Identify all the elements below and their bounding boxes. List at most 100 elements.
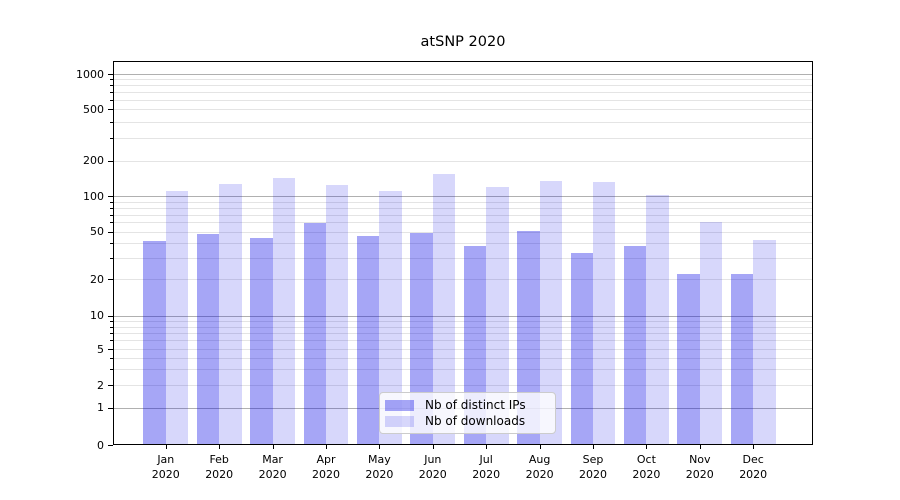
y-minor-tick-mark-40 bbox=[110, 243, 113, 245]
x-tick-label-sep-2020: Sep 2020 bbox=[579, 453, 607, 481]
legend-swatch-distinct-ips-icon bbox=[385, 399, 414, 411]
chart-title: atSNP 2020 bbox=[420, 34, 506, 50]
y-minor-tick-mark-300 bbox=[110, 137, 113, 139]
bar-nb-of-distinct-ips-sep-2020 bbox=[570, 253, 593, 444]
bar-nb-of-distinct-ips-apr-2020 bbox=[303, 223, 326, 444]
y-minor-tick-mark-500 bbox=[110, 109, 113, 111]
bar-nb-of-downloads-apr-2020 bbox=[326, 184, 349, 444]
y-minor-tick-mark-3 bbox=[110, 369, 113, 371]
y-minor-tick-mark-200 bbox=[110, 160, 113, 162]
grid-line-minor-5 bbox=[114, 349, 812, 351]
x-tick-mark-nov-2020 bbox=[699, 445, 701, 449]
grid-line-minor-90 bbox=[114, 201, 812, 203]
x-tick-label-oct-2020: Oct 2020 bbox=[632, 453, 661, 481]
legend-label-downloads: Nb of downloads bbox=[425, 414, 526, 428]
grid-line-minor-9 bbox=[114, 320, 812, 322]
grid-line-minor-50 bbox=[114, 231, 812, 233]
plot-area bbox=[113, 61, 813, 445]
bar-nb-of-distinct-ips-aug-2020 bbox=[517, 230, 540, 444]
bar-nb-of-distinct-ips-oct-2020 bbox=[624, 245, 647, 444]
grid-line-minor-300 bbox=[114, 137, 812, 139]
legend-entry-downloads: Nb of downloads bbox=[385, 413, 547, 429]
y-tick-mark-100 bbox=[108, 196, 113, 198]
grid-line-minor-2 bbox=[114, 385, 812, 386]
x-tick-label-nov-2020: Nov 2020 bbox=[685, 453, 714, 481]
y-tick-label-50: 50 bbox=[90, 225, 104, 239]
y-tick-label-200: 200 bbox=[83, 154, 104, 168]
x-tick-mark-apr-2020 bbox=[326, 445, 327, 449]
bar-nb-of-distinct-ips-may-2020 bbox=[357, 236, 380, 444]
x-tick-mark-mar-2020 bbox=[272, 445, 274, 449]
y-minor-tick-mark-900 bbox=[110, 79, 113, 81]
x-tick-label-may-2020: May 2020 bbox=[365, 453, 394, 481]
x-tick-mark-aug-2020 bbox=[539, 445, 541, 449]
y-tick-mark-1000 bbox=[108, 74, 113, 75]
y-tick-label-500: 500 bbox=[83, 102, 104, 116]
y-minor-tick-mark-700 bbox=[110, 92, 113, 94]
grid-line-minor-30 bbox=[114, 258, 812, 260]
bar-nb-of-downloads-jan-2020 bbox=[165, 190, 189, 444]
y-minor-tick-mark-6 bbox=[110, 340, 113, 342]
y-tick-mark-1 bbox=[108, 407, 113, 409]
x-tick-label-dec-2020: Dec 2020 bbox=[739, 453, 768, 481]
y-tick-mark-10 bbox=[108, 315, 113, 317]
y-tick-label-10: 10 bbox=[90, 309, 104, 323]
y-minor-tick-mark-400 bbox=[110, 121, 113, 123]
y-minor-tick-mark-5 bbox=[110, 349, 113, 351]
grid-line-minor-40 bbox=[114, 243, 812, 245]
bar-nb-of-downloads-feb-2020 bbox=[219, 183, 242, 444]
bar-nb-of-downloads-jun-2020 bbox=[432, 173, 456, 444]
grid-line-minor-6 bbox=[114, 340, 812, 342]
bar-nb-of-downloads-jul-2020 bbox=[486, 187, 509, 444]
y-minor-tick-mark-70 bbox=[110, 214, 113, 216]
y-minor-tick-mark-50 bbox=[110, 231, 113, 233]
x-tick-mark-dec-2020 bbox=[753, 445, 755, 449]
grid-line-minor-400 bbox=[114, 121, 812, 123]
y-tick-label-20: 20 bbox=[90, 272, 104, 286]
bar-nb-of-distinct-ips-nov-2020 bbox=[677, 274, 700, 444]
grid-line-minor-20 bbox=[114, 279, 812, 280]
x-tick-mark-oct-2020 bbox=[646, 445, 648, 449]
y-tick-label-1: 1 bbox=[97, 401, 104, 414]
bar-nb-of-downloads-aug-2020 bbox=[539, 180, 562, 444]
grid-line-minor-60 bbox=[114, 222, 812, 224]
y-minor-tick-mark-20 bbox=[110, 279, 113, 280]
grid-line-minor-8 bbox=[114, 326, 812, 328]
x-tick-label-jun-2020: Jun 2020 bbox=[418, 453, 447, 481]
bar-nb-of-downloads-dec-2020 bbox=[753, 239, 776, 444]
y-minor-tick-mark-4 bbox=[110, 357, 113, 359]
y-minor-tick-mark-90 bbox=[110, 201, 113, 203]
legend-label-distinct-ips: Nb of distinct IPs bbox=[425, 398, 526, 412]
x-tick-mark-jun-2020 bbox=[432, 445, 434, 449]
x-tick-label-feb-2020: Feb 2020 bbox=[205, 453, 234, 481]
x-tick-mark-jul-2020 bbox=[486, 445, 488, 449]
grid-line-major-10 bbox=[114, 315, 812, 317]
grid-line-minor-600 bbox=[114, 100, 812, 101]
bar-nb-of-downloads-sep-2020 bbox=[593, 182, 616, 444]
grid-line-major-1000 bbox=[114, 74, 812, 75]
grid-line-major-100 bbox=[114, 196, 812, 198]
x-tick-mark-jan-2020 bbox=[165, 445, 167, 449]
x-tick-label-jan-2020: Jan 2020 bbox=[151, 453, 180, 481]
grid-line-minor-3 bbox=[114, 369, 812, 371]
bar-nb-of-distinct-ips-dec-2020 bbox=[730, 274, 754, 444]
y-minor-tick-mark-7 bbox=[110, 332, 113, 334]
y-tick-label-1000: 1000 bbox=[76, 67, 104, 81]
x-tick-mark-sep-2020 bbox=[593, 445, 594, 449]
y-tick-mark-0 bbox=[108, 445, 113, 446]
y-minor-tick-mark-80 bbox=[110, 207, 113, 209]
legend-entry-distinct-ips: Nb of distinct IPs bbox=[385, 397, 547, 413]
bar-nb-of-distinct-ips-feb-2020 bbox=[196, 233, 220, 444]
x-tick-mark-feb-2020 bbox=[219, 445, 221, 449]
y-tick-label-0: 0 bbox=[97, 438, 104, 452]
grid-line-minor-7 bbox=[114, 332, 812, 334]
grid-line-minor-200 bbox=[114, 160, 812, 162]
y-minor-tick-mark-30 bbox=[110, 258, 113, 260]
x-tick-label-mar-2020: Mar 2020 bbox=[258, 453, 287, 481]
y-minor-tick-mark-60 bbox=[110, 222, 113, 224]
bar-nb-of-downloads-mar-2020 bbox=[272, 177, 295, 444]
grid-line-minor-70 bbox=[114, 214, 812, 216]
grid-line-minor-80 bbox=[114, 207, 812, 209]
bar-nb-of-downloads-oct-2020 bbox=[646, 195, 669, 444]
